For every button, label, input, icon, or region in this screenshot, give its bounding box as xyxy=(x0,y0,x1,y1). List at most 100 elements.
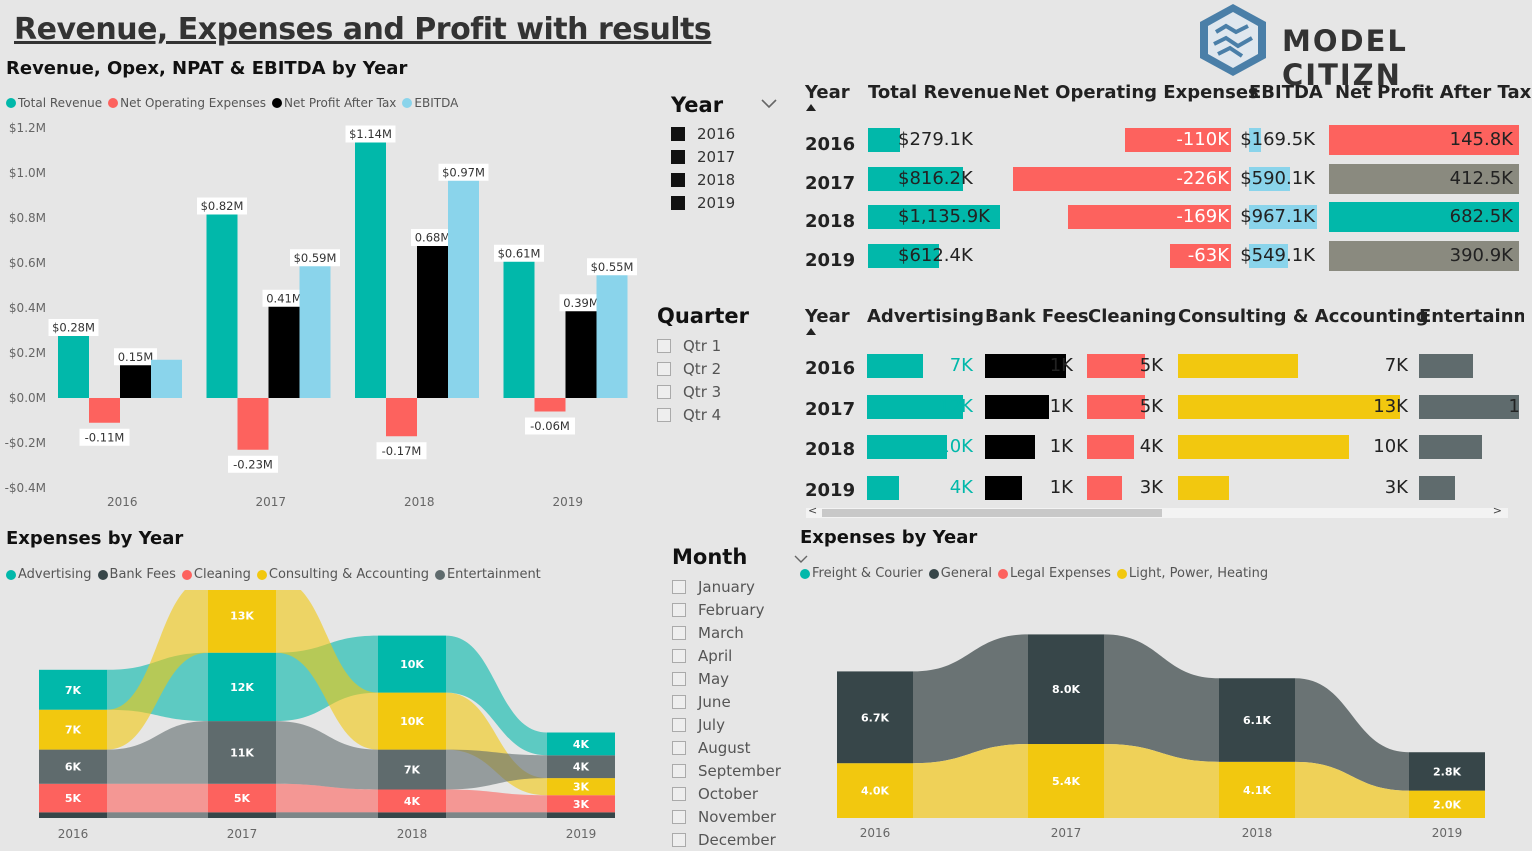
segment-cleaning[interactable] xyxy=(378,789,446,813)
col-net-profit-after-tax[interactable]: 390.9K xyxy=(1329,240,1519,271)
ribbon-light-power-heating[interactable] xyxy=(913,744,1028,818)
segment-consulting-accounting[interactable] xyxy=(39,709,107,750)
segment-light-power-heating[interactable] xyxy=(837,763,913,818)
segment-bank-fees[interactable] xyxy=(547,812,615,818)
checkbox[interactable] xyxy=(657,407,671,422)
legend-item-legal-expenses[interactable]: Legal Expenses xyxy=(998,566,1111,581)
ribbon-general[interactable] xyxy=(913,634,1028,764)
checkbox[interactable] xyxy=(672,602,686,617)
col-net-profit-after-tax[interactable]: 682.5K xyxy=(1329,202,1519,232)
col-cleaning[interactable]: 3K xyxy=(1087,475,1167,500)
checkbox[interactable] xyxy=(672,694,686,709)
ribbon-bank-fees[interactable] xyxy=(276,812,378,818)
chevron-down-icon[interactable] xyxy=(793,550,809,569)
slicer-item-2019[interactable]: 2019 xyxy=(671,191,735,214)
col-ebitda[interactable]: $549.1K xyxy=(1240,243,1317,268)
segment-advertising[interactable] xyxy=(39,669,107,710)
checkbox[interactable] xyxy=(671,149,685,164)
col-cleaning[interactable]: 5K xyxy=(1087,394,1167,419)
column-header-year[interactable]: Year xyxy=(805,306,850,327)
col-net-operating-expenses[interactable]: -169K xyxy=(1013,205,1231,229)
slicer-item-2017[interactable]: 2017 xyxy=(671,145,735,168)
col-entertainment[interactable] xyxy=(1419,354,1524,378)
slicer-item-february[interactable]: February xyxy=(672,598,781,621)
bar-net-operating-expenses[interactable] xyxy=(89,398,120,423)
column-header-year[interactable]: Year xyxy=(805,82,850,103)
col-entertainment[interactable] xyxy=(1419,435,1524,459)
legend-item-bank-fees[interactable]: Bank Fees xyxy=(97,567,176,582)
slicer-item-qtr-4[interactable]: Qtr 4 xyxy=(657,403,721,426)
ribbon-cleaning[interactable] xyxy=(107,783,208,813)
scrollbar-thumb[interactable] xyxy=(822,509,1162,517)
segment-cleaning[interactable] xyxy=(39,783,107,813)
segment-light-power-heating[interactable] xyxy=(1028,744,1104,818)
slicer-item-august[interactable]: August xyxy=(672,736,781,759)
segment-general[interactable] xyxy=(1219,678,1295,762)
legend-item-ebitda[interactable]: EBITDA xyxy=(402,96,458,110)
col-net-operating-expenses[interactable]: -63K xyxy=(1013,243,1231,268)
legend-item-freight-courier[interactable]: Freight & Courier xyxy=(800,566,923,581)
checkbox[interactable] xyxy=(671,195,685,210)
col-bank-fees[interactable]: 1K xyxy=(985,354,1077,378)
col-entertainment[interactable] xyxy=(1419,475,1524,500)
col-total-revenue[interactable]: $612.4K xyxy=(868,243,1000,268)
col-cleaning[interactable]: 5K xyxy=(1087,354,1167,378)
slicer-item-january[interactable]: January xyxy=(672,575,781,598)
ribbon-entertainment[interactable] xyxy=(276,721,378,790)
slicer-item-july[interactable]: July xyxy=(672,713,781,736)
slicer-item-2018[interactable]: 2018 xyxy=(671,168,735,191)
bar-total-revenue[interactable] xyxy=(58,335,89,398)
ribbon-advertising[interactable] xyxy=(446,635,547,756)
segment-advertising[interactable] xyxy=(547,732,615,756)
column-header-ebitda[interactable]: EBITDA xyxy=(1249,82,1323,103)
bar-net-operating-expenses[interactable] xyxy=(386,398,417,437)
column-header-entertainme[interactable]: Entertainme xyxy=(1419,306,1524,327)
column-header-cleaning[interactable]: Cleaning xyxy=(1088,306,1177,327)
checkbox[interactable] xyxy=(672,786,686,801)
segment-consulting-accounting[interactable] xyxy=(547,778,615,796)
legend-item-net-profit-after-tax[interactable]: Net Profit After Tax xyxy=(271,96,396,110)
column-header-bank-fees[interactable]: Bank Fees xyxy=(985,306,1089,327)
bar-ebitda[interactable] xyxy=(299,265,331,398)
checkbox[interactable] xyxy=(672,648,686,663)
ribbon-light-power-heating[interactable] xyxy=(1104,744,1219,818)
slicer-item-june[interactable]: June xyxy=(672,690,781,713)
column-header-net-operating-expenses[interactable]: Net Operating Expenses xyxy=(1013,82,1259,103)
ribbon-entertainment[interactable] xyxy=(107,721,208,784)
col-entertainment[interactable]: 1 xyxy=(1419,394,1524,419)
column-header-consulting-accounting[interactable]: Consulting & Accounting xyxy=(1178,306,1429,327)
ribbon-bank-fees[interactable] xyxy=(446,812,547,818)
ribbon-general[interactable] xyxy=(1295,678,1409,791)
col-bank-fees[interactable]: 1K xyxy=(985,475,1077,500)
checkbox[interactable] xyxy=(672,763,686,778)
segment-general[interactable] xyxy=(1028,634,1104,745)
segment-light-power-heating[interactable] xyxy=(1409,790,1485,818)
col-cleaning[interactable]: 4K xyxy=(1087,435,1167,459)
col-total-revenue[interactable]: $1,135.9K xyxy=(868,205,1000,229)
ribbon-general[interactable] xyxy=(1104,634,1219,762)
column-header-advertising[interactable]: Advertising xyxy=(867,306,984,327)
legend-item-cleaning[interactable]: Cleaning xyxy=(181,567,251,582)
slicer-item-march[interactable]: March xyxy=(672,621,781,644)
slicer-item-qtr-3[interactable]: Qtr 3 xyxy=(657,380,721,403)
scroll-right-icon[interactable]: > xyxy=(1492,504,1502,517)
segment-bank-fees[interactable] xyxy=(39,812,107,818)
column-header-net-profit-after-tax[interactable]: Net Profit After Tax xyxy=(1335,82,1532,103)
ribbon-entertainment[interactable] xyxy=(446,749,547,790)
horizontal-scrollbar[interactable]: < > xyxy=(806,504,1508,518)
segment-entertainment[interactable] xyxy=(208,721,276,784)
segment-entertainment[interactable] xyxy=(378,749,446,790)
col-net-operating-expenses[interactable]: -226K xyxy=(1013,166,1231,191)
slicer-item-october[interactable]: October xyxy=(672,782,781,805)
ribbon-cleaning[interactable] xyxy=(276,783,378,813)
bar-total-revenue[interactable] xyxy=(355,141,386,399)
ribbon-light-power-heating[interactable] xyxy=(1295,761,1409,818)
segment-general[interactable] xyxy=(837,671,913,764)
col-ebitda[interactable]: $169.5K xyxy=(1240,128,1317,152)
bar-ebitda[interactable] xyxy=(448,179,479,398)
checkbox[interactable] xyxy=(671,172,685,187)
bar-ebitda[interactable] xyxy=(596,274,628,398)
checkbox[interactable] xyxy=(657,361,671,376)
checkbox[interactable] xyxy=(672,579,686,594)
segment-advertising[interactable] xyxy=(378,635,446,693)
